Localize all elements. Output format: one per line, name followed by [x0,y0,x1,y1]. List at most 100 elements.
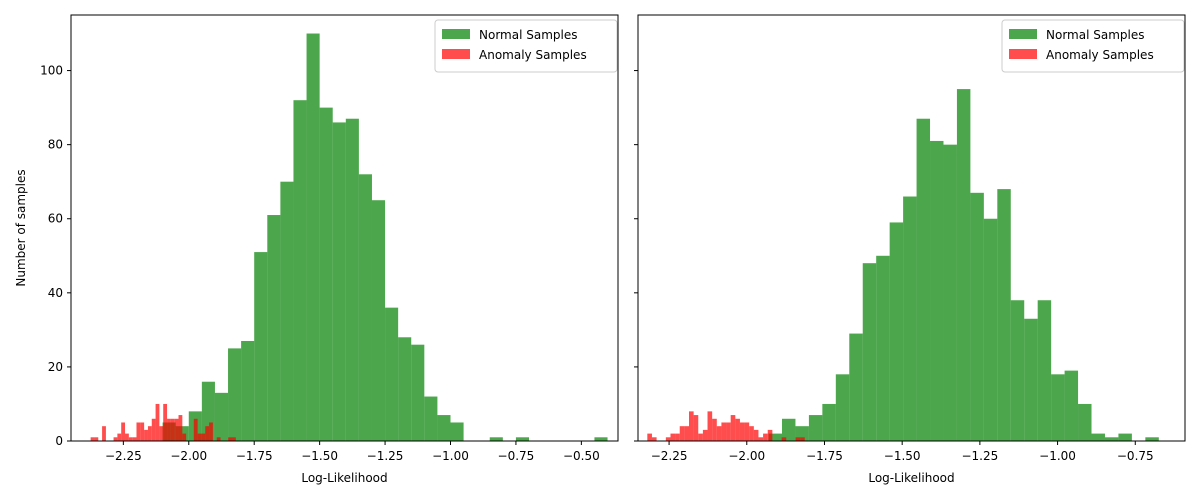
normal-bar [1051,374,1065,441]
right-histogram-panel: −2.25 −2.00 −1.75 −1.50 −1.25 −1.00 −0.75 Log-L… [634,14,1186,485]
anomaly-bar [155,403,160,441]
anomaly-bar [721,422,727,441]
normal-bar [1104,437,1119,441]
anomaly-bar [136,422,141,441]
anomaly-bar [684,426,690,441]
x-tick-label: −1.75 [236,449,273,463]
normal-bar [515,437,530,441]
normal-bar [768,433,782,441]
anomaly-bar [128,437,133,441]
x-tick-label: −2.00 [170,449,207,463]
anomaly-bar [749,426,754,441]
anomaly-bar [132,437,137,441]
normal-bar [371,200,386,441]
x-tick-label: −1.75 [806,449,843,463]
x-tick-label: −0.75 [498,449,535,463]
anomaly-bar [647,433,652,441]
normal-bar [345,118,359,441]
legend-label-anomaly: Anomaly Samples [1046,48,1154,62]
legend-box [1001,19,1185,73]
x-tick-label: −1.00 [1039,449,1076,463]
x-tick-label: −2.25 [651,449,688,463]
normal-bar [916,118,931,441]
normal-bar [228,348,242,441]
legend-label-normal: Normal Samples [479,28,577,42]
anomaly-bar [758,437,764,441]
normal-bar [1037,300,1052,441]
x-tick-label: −1.50 [884,449,921,463]
legend-label-anomaly: Anomaly Samples [479,48,587,62]
normal-bar [424,396,438,441]
anomaly-bar [151,418,156,441]
normal-bar [280,181,294,441]
anomaly-bar [159,426,164,441]
normal-bar [876,255,890,441]
axes-frame [70,14,619,442]
normal-bar [849,333,863,441]
normal-bar [943,144,957,442]
anomaly-bar [209,422,213,441]
normal-bar [903,196,917,441]
anomaly-bar [228,437,233,441]
anomaly-bar [90,437,95,441]
anomaly-bar [216,437,221,441]
anomaly-bar [730,415,736,441]
normal-bar [385,307,399,441]
y-tick-label: 40 [48,286,63,300]
anomaly-bar [174,418,179,441]
x-axis-label: Log-Likelihood [301,471,387,485]
anomaly-bar [702,429,708,441]
anomaly-bar [767,429,773,441]
x-axis-label: Log-Likelihood [868,471,954,485]
anomaly-bar [140,422,145,441]
y-tick-label: 0 [55,434,63,448]
anomaly-bar [744,422,750,441]
normal-bar [781,418,796,441]
anomaly-bar [147,426,152,441]
anomaly-bar [675,433,680,441]
anomaly-bar [121,422,126,441]
anomaly-bar [712,418,717,441]
normal-bar [822,403,836,441]
legend-swatch-normal [442,29,470,39]
legend-swatch-anomaly [442,49,470,59]
anomaly-bar [670,433,676,441]
normal-bar [489,437,503,441]
x-tick-label: −1.25 [367,449,404,463]
anomaly-bar [205,426,210,441]
normal-bar [594,437,608,441]
normal-bar [997,189,1011,441]
anomaly-bar [117,433,122,441]
legend-swatch-anomaly [1009,49,1037,59]
anomaly-bar [693,415,699,441]
legend: Normal Samples Anomaly Samples [1001,19,1185,73]
anomaly-bar [182,433,187,441]
normal-bar [1064,370,1079,441]
anomaly-bar [197,433,202,441]
anomaly-bar [716,426,722,441]
anomaly-bar [735,418,740,441]
normal-bar [450,422,464,441]
x-tick-label: −0.50 [563,449,600,463]
normal-bar [1024,318,1038,441]
x-tick-label: −2.25 [105,449,142,463]
anomaly-bar [781,437,787,441]
normal-bar [293,100,307,441]
anomaly-bar [144,429,148,441]
anomaly-bar [102,426,106,441]
anomaly-bar [689,411,694,441]
y-tick-label: 20 [48,360,63,374]
normal-bar [306,33,320,442]
anomaly-bar [201,433,206,441]
anomaly-bar [795,437,801,441]
legend-swatch-normal [1009,29,1037,39]
normal-bar [808,415,823,441]
y-tick-label: 100 [40,64,63,78]
anomaly-bar [170,418,175,441]
normal-bar [1145,437,1159,441]
anomaly-bar [763,433,768,441]
normal-bar [437,415,451,441]
normal-bar [1118,433,1132,441]
normal-bar [889,222,904,441]
